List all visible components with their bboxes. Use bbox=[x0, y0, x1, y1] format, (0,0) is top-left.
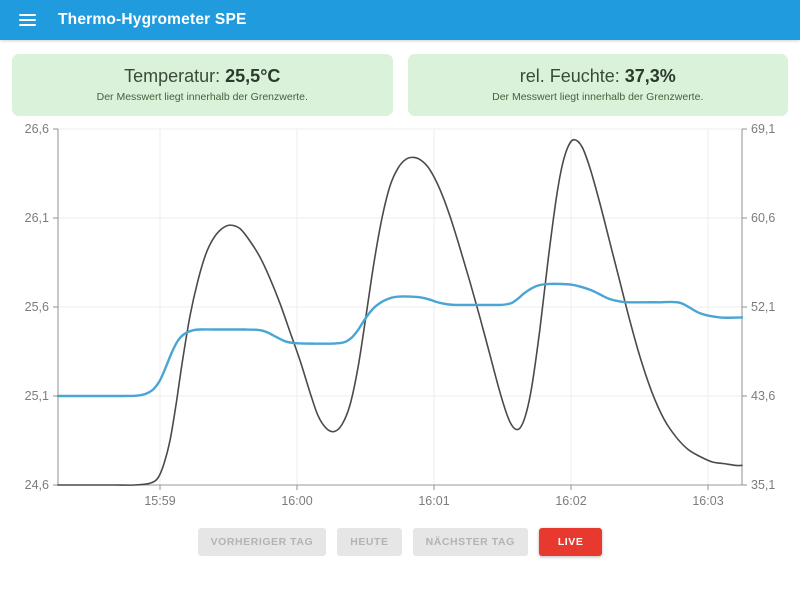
hamburger-line bbox=[18, 19, 36, 21]
y-tick-label-left: 25,1 bbox=[25, 389, 49, 403]
temperature-value: 25,5°C bbox=[225, 66, 281, 87]
y-tick-label-right: 69,1 bbox=[751, 122, 775, 136]
hamburger-icon[interactable] bbox=[14, 7, 40, 33]
hamburger-line bbox=[18, 24, 36, 26]
humidity-readout: rel. Feuchte: 37,3% bbox=[519, 66, 676, 87]
x-tick-label: 16:02 bbox=[555, 494, 586, 508]
y-tick-label-right: 60,6 bbox=[751, 211, 775, 225]
today-button[interactable]: Heute bbox=[337, 528, 402, 556]
x-tick-label: 16:00 bbox=[281, 494, 312, 508]
status-card-temperature: Temperatur: 25,5°C Der Messwert liegt in… bbox=[12, 54, 393, 116]
previous-day-button[interactable]: Vorheriger Tag bbox=[197, 528, 327, 556]
humidity-value: 37,3% bbox=[624, 66, 676, 87]
x-tick-label: 15:59 bbox=[144, 494, 175, 508]
humidity-label: rel. Feuchte: bbox=[519, 66, 625, 87]
y-tick-label-left: 25,6 bbox=[25, 300, 49, 314]
y-tick-label-left: 26,6 bbox=[25, 122, 49, 136]
y-tick-label-left: 26,1 bbox=[25, 211, 49, 225]
page-title: Thermo-Hygrometer SPE bbox=[58, 11, 247, 28]
y-tick-label-right: 52,1 bbox=[751, 300, 775, 314]
next-day-button[interactable]: Nächster Tag bbox=[412, 528, 528, 556]
temperature-readout: Temperatur: 25,5°C bbox=[124, 66, 281, 87]
y-tick-label-right: 35,1 bbox=[751, 478, 775, 492]
status-card-row: Temperatur: 25,5°C Der Messwert liegt in… bbox=[0, 40, 800, 116]
y-tick-label-right: 43,6 bbox=[751, 389, 775, 403]
x-tick-label: 16:03 bbox=[692, 494, 723, 508]
chart-navigation-buttons: Vorheriger Tag Heute Nächster Tag Live bbox=[0, 528, 800, 556]
series-line-temperature bbox=[57, 138, 743, 486]
temperature-label: Temperatur: bbox=[124, 66, 226, 87]
chart-canvas: 24,6 25,1 25,6 26,1 26,6 35,1 43,6 52,1 60,6 69,1… bbox=[25, 122, 776, 508]
status-card-humidity: rel. Feuchte: 37,3% Der Messwert liegt i… bbox=[407, 54, 788, 116]
x-tick-label: 16:01 bbox=[418, 494, 449, 508]
humidity-status-text: Der Messwert liegt innerhalb der Grenzwe… bbox=[492, 90, 704, 103]
temperature-status-text: Der Messwert liegt innerhalb der Grenzwe… bbox=[96, 90, 308, 103]
live-button[interactable]: Live bbox=[538, 528, 603, 556]
hamburger-line bbox=[18, 14, 36, 16]
app-header: Thermo-Hygrometer SPE bbox=[0, 0, 800, 40]
series-line-humidity bbox=[56, 282, 744, 398]
measurement-chart[interactable]: 24,6 25,1 25,6 26,1 26,6 35,1 43,6 52,1 60,6 69,1… bbox=[0, 122, 800, 522]
y-tick-label-left: 24,6 bbox=[25, 478, 49, 492]
